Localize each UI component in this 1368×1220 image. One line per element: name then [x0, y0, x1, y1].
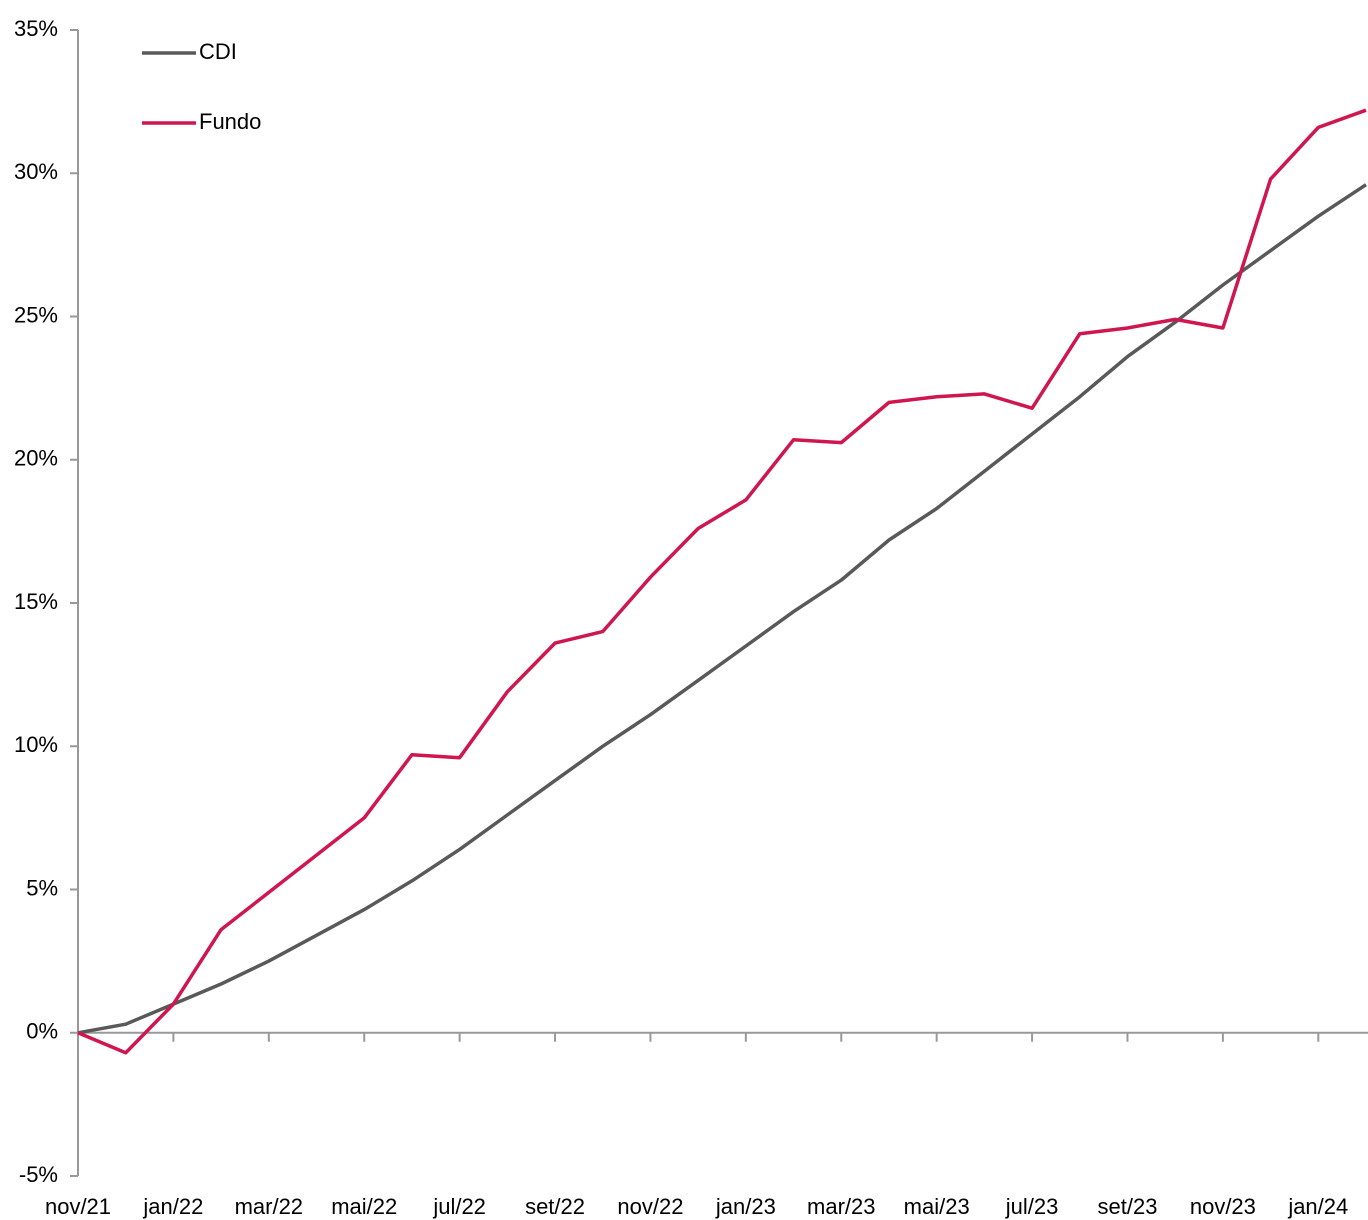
x-tick-label: jan/23	[715, 1194, 776, 1219]
series-line	[77, 183, 1367, 1035]
x-tick-label: set/23	[1098, 1194, 1158, 1219]
x-tick-label: mai/23	[904, 1194, 970, 1219]
x-tick-label: mar/23	[807, 1194, 875, 1219]
x-tick-label: mai/22	[331, 1194, 397, 1219]
y-tick-label: 10%	[14, 732, 58, 757]
x-tick-label: jan/24	[1287, 1194, 1348, 1219]
x-tick-label: nov/23	[1190, 1194, 1256, 1219]
y-tick-label: 35%	[14, 16, 58, 41]
y-tick-label: 20%	[14, 446, 58, 471]
legend-label: Fundo	[199, 109, 261, 134]
y-tick-label: 30%	[14, 159, 58, 184]
y-tick-label: 0%	[26, 1019, 58, 1044]
x-tick-label: jul/22	[432, 1194, 486, 1219]
legend-label: CDI	[199, 39, 237, 64]
y-tick-label: -5%	[19, 1162, 58, 1187]
series-line	[77, 108, 1367, 1055]
x-tick-label: set/22	[525, 1194, 585, 1219]
y-tick-label: 5%	[26, 875, 58, 900]
x-tick-label: mar/22	[235, 1194, 303, 1219]
x-tick-label: jan/22	[142, 1194, 203, 1219]
y-tick-label: 25%	[14, 302, 58, 327]
x-tick-label: nov/21	[45, 1194, 111, 1219]
x-tick-label: jul/23	[1005, 1194, 1059, 1219]
x-tick-label: nov/22	[617, 1194, 683, 1219]
y-tick-label: 15%	[14, 589, 58, 614]
